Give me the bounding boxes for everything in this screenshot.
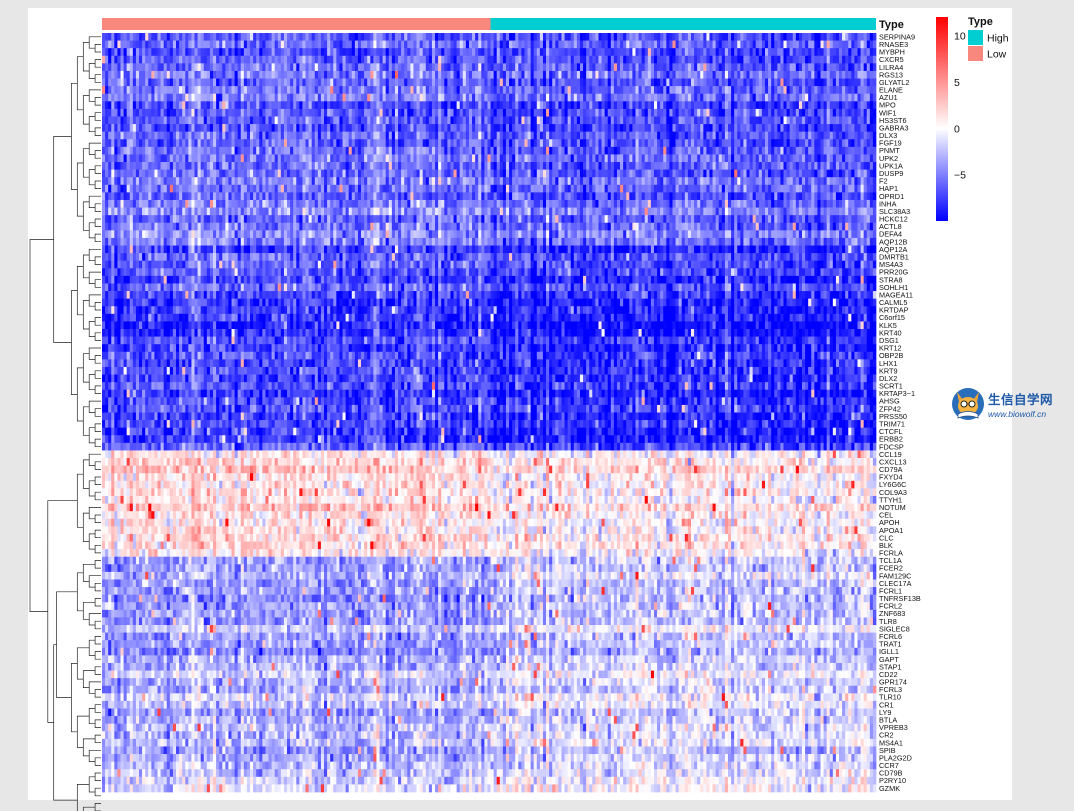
type-legend: Type High Low: [968, 16, 1009, 61]
wolf-icon: [952, 388, 984, 420]
heatmap-cells: [102, 33, 876, 792]
color-scale-legend: 10 5 0 −5: [936, 17, 966, 221]
gene-labels: SERPINA9RNASE3MYBPHCXCR5LILRA4RGS13GLYAT…: [879, 32, 921, 792]
dendrogram-branches: [30, 37, 101, 811]
color-scale-tick: 5: [954, 77, 960, 89]
row-dendrogram: [30, 37, 101, 811]
legend-label-high: High: [987, 33, 1009, 45]
color-scale-tick: 0: [954, 123, 960, 135]
annotation-segment-high: [491, 18, 876, 30]
color-scale-bar: [936, 17, 948, 221]
legend-label-low: Low: [987, 49, 1007, 61]
color-scale-tick: −5: [954, 170, 966, 182]
gene-label: GZMK: [879, 784, 900, 793]
watermark-url: www.biowolf.cn: [988, 409, 1053, 419]
type-legend-title: Type: [968, 16, 993, 28]
type-annotation-bar: [102, 18, 876, 30]
watermark-logo: 生信自学网 www.biowolf.cn: [950, 383, 1072, 425]
annotation-segment-low: [102, 18, 491, 30]
annotation-title: Type: [879, 19, 904, 31]
color-scale-tick: 10: [954, 31, 966, 43]
legend-swatch-high: [968, 30, 983, 45]
watermark-title: 生信自学网: [988, 389, 1053, 408]
legend-swatch-low: [968, 46, 983, 61]
